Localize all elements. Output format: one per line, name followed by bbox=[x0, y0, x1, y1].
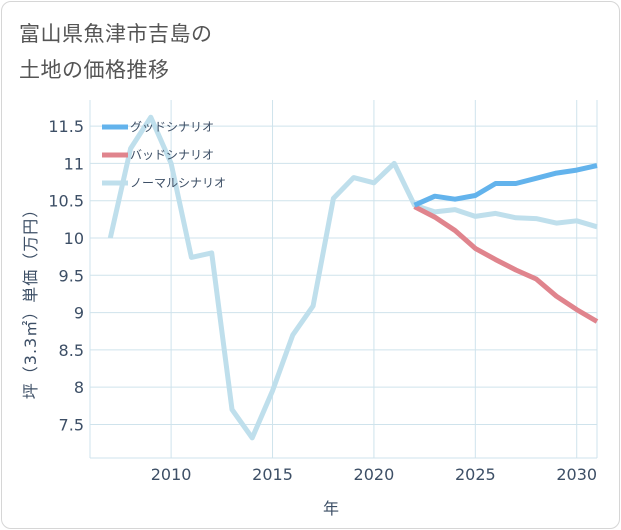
x-tick-label: 2025 bbox=[455, 465, 496, 484]
y-tick-label: 8.5 bbox=[59, 341, 84, 360]
y-tick-label: 10 bbox=[64, 229, 84, 248]
x-tick-label: 2015 bbox=[252, 465, 293, 484]
y-axis-label: 坪（3.3㎡）単価（万円） bbox=[21, 201, 40, 399]
chart-title-line-1: 富山県魚津市吉島の bbox=[19, 22, 213, 46]
grid bbox=[90, 100, 597, 458]
y-tick-label: 9.5 bbox=[59, 266, 84, 285]
x-axis-label: 年 bbox=[323, 499, 339, 518]
axes: 2010 2015 2020 2025 2030 7.5 8 8.5 9 9.5 10 10.5 11 1… bbox=[48, 100, 598, 484]
x-tick-label: 2020 bbox=[354, 465, 395, 484]
legend-label-normal: ノーマルシナリオ bbox=[130, 176, 226, 190]
y-tick-label: 7.5 bbox=[59, 415, 84, 434]
series-lines bbox=[107, 114, 599, 441]
y-tick-label: 11 bbox=[64, 154, 84, 173]
series-line-bad bbox=[413, 204, 599, 324]
y-tick-label: 9 bbox=[74, 304, 84, 323]
x-tick-label: 2010 bbox=[151, 465, 192, 484]
legend-label-good: グッドシナリオ bbox=[130, 120, 214, 134]
x-tick-label: 2030 bbox=[556, 465, 597, 484]
series-line-good bbox=[413, 163, 598, 208]
y-tick-label: 11.5 bbox=[48, 117, 84, 136]
y-tick-label: 10.5 bbox=[48, 192, 84, 211]
chart-title: 富山県魚津市吉島の 土地の価格推移 bbox=[19, 16, 213, 88]
chart-title-line-2: 土地の価格推移 bbox=[19, 58, 170, 82]
legend-label-bad: バッドシナリオ bbox=[130, 148, 214, 162]
y-tick-label: 8 bbox=[74, 378, 84, 397]
series-line-normal bbox=[107, 114, 598, 441]
